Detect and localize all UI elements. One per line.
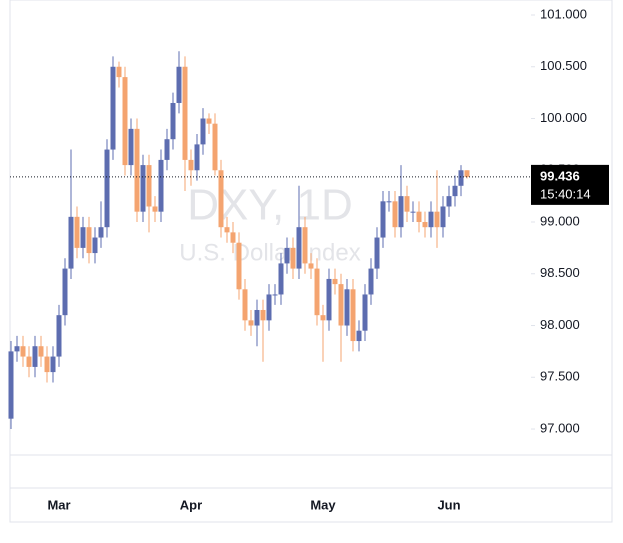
candle-body [260,309,266,321]
candle-body [80,227,86,248]
candle-body [464,170,470,177]
candle-body [134,128,140,212]
candle-body [248,320,254,326]
candle-body [50,356,56,373]
candle-body [116,66,122,78]
candle-body [266,294,272,321]
candle-body [218,170,224,228]
candle-body [14,346,20,352]
candle-body [392,201,398,228]
y-tick-label: 100.000 [540,110,587,125]
x-tick-label: Mar [47,497,70,512]
candle-body [242,289,248,321]
candle-body [302,227,308,264]
x-tick-label: May [310,497,336,512]
candle-body [320,315,326,321]
candle-body [122,77,128,166]
candle-body [422,222,428,228]
candle-body [434,211,440,228]
candle-body [44,356,50,373]
candle-body [356,330,362,342]
candle-body [254,309,260,326]
candle-body [182,66,188,160]
candle-body [284,247,290,264]
x-tick-label: Apr [180,497,202,512]
candle-body [278,263,284,295]
candle-body [410,211,416,213]
candle-body [416,211,422,223]
candle-body [332,278,338,285]
y-tick-label: 100.500 [540,58,587,73]
countdown-label: 15:40:14 [540,186,591,201]
candle-body [326,278,332,321]
y-tick-label: 98.500 [540,265,580,280]
candle-body [62,268,68,316]
candle-body [206,118,212,124]
y-tick-label: 97.000 [540,420,580,435]
candle-body [110,66,116,150]
candle-body [290,247,296,269]
candle-body [92,237,98,254]
last-price-label: 99.436 [540,168,580,183]
candle-body [368,268,374,295]
watermark-subtitle: U.S. Dollar Index [179,239,360,266]
y-tick-label: 97.500 [540,369,580,384]
candle-body [314,268,320,316]
candle-body [200,118,206,145]
candle-body [440,206,446,228]
candle-body [152,206,158,212]
candle-body [452,185,458,197]
candle-body [164,139,170,160]
candle-body [338,284,344,326]
candle-body [56,315,62,357]
frame [9,0,613,523]
candle-body [176,66,182,103]
candle-body [74,216,80,248]
y-tick-label: 98.000 [540,317,580,332]
candle-body [296,227,302,269]
candle-body [428,211,434,228]
candle-body [98,227,104,238]
candle-body [86,227,92,254]
candle-body [230,232,236,243]
candle-body [68,216,74,269]
candle-body [344,289,350,326]
candle-body [170,102,176,140]
watermark-title: DXY, 1D [187,181,353,230]
candle-body [272,294,278,296]
candle-body [224,227,230,233]
candle-body [128,128,134,166]
candle-body [38,346,44,357]
candle-body [188,159,194,171]
candle-body [446,196,452,207]
candle-body [32,346,38,367]
y-tick-label: 101.000 [540,6,587,21]
candle-body [458,170,464,186]
candle-body [104,149,110,228]
candle-body [398,196,404,228]
last-price-box [531,164,609,205]
candle-body [158,159,164,212]
candle-body [374,237,380,269]
candle-body [236,242,242,290]
candle-body [212,123,218,171]
x-tick-label: Jun [437,497,460,512]
candle-body [140,165,146,212]
candle-body [362,294,368,331]
candle-body [146,165,152,207]
candle-body [308,263,314,269]
candle-body [380,201,386,238]
candle-body [386,201,392,203]
candle-body [26,356,32,367]
candle-body [404,196,410,212]
y-tick-label: 99.000 [540,213,580,228]
candle-body [20,346,26,357]
candle-body [194,144,200,171]
candle-body [8,351,14,419]
candle-body [350,289,356,342]
